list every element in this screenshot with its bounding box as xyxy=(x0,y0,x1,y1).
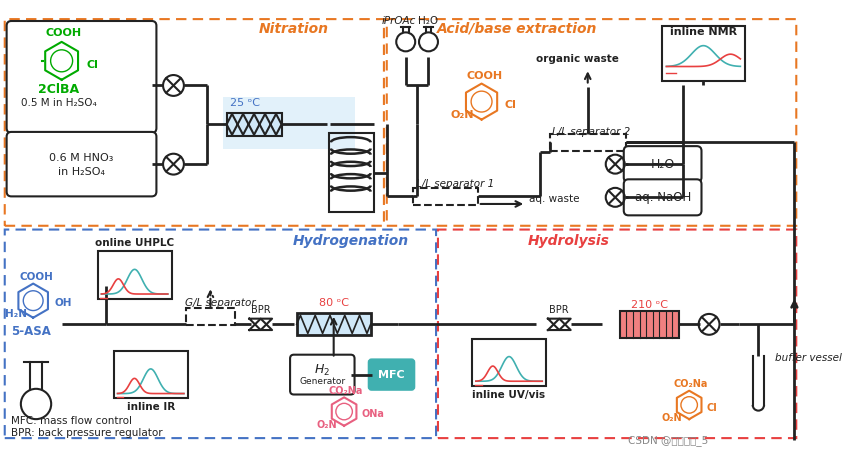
Text: Generator: Generator xyxy=(299,377,345,386)
Text: in H₂SO₄: in H₂SO₄ xyxy=(58,167,105,177)
Text: G/L separator: G/L separator xyxy=(184,298,255,308)
Text: H₂N: H₂N xyxy=(5,309,27,319)
Text: Acid/base extraction: Acid/base extraction xyxy=(436,22,596,36)
Text: MFC: MFC xyxy=(378,369,404,380)
Text: 210 ᵒC: 210 ᵒC xyxy=(630,300,667,310)
Text: O₂N: O₂N xyxy=(450,110,473,120)
Text: H₂O: H₂O xyxy=(650,157,674,171)
Bar xyxy=(226,113,281,136)
Text: inline UV/vis: inline UV/vis xyxy=(472,390,545,400)
Text: Cl: Cl xyxy=(706,403,716,413)
Text: O₂N: O₂N xyxy=(661,413,681,423)
FancyBboxPatch shape xyxy=(368,359,414,390)
FancyBboxPatch shape xyxy=(7,21,156,133)
Polygon shape xyxy=(249,319,272,330)
Bar xyxy=(186,308,235,325)
Text: ONa: ONa xyxy=(360,409,383,420)
Bar xyxy=(114,351,187,398)
FancyBboxPatch shape xyxy=(7,132,156,196)
Bar xyxy=(98,252,171,299)
Polygon shape xyxy=(547,319,570,330)
FancyBboxPatch shape xyxy=(623,146,701,182)
Text: 25 ᵒC: 25 ᵒC xyxy=(230,99,259,108)
Bar xyxy=(472,339,545,386)
Text: L/L separator 1: L/L separator 1 xyxy=(415,179,494,189)
Bar xyxy=(619,311,678,338)
Text: OH: OH xyxy=(54,297,72,308)
Text: MFC: mass flow control
BPR: back pressure regulator: MFC: mass flow control BPR: back pressur… xyxy=(11,416,163,437)
Text: 5-ASA: 5-ASA xyxy=(11,325,51,338)
Bar xyxy=(328,133,374,213)
Text: CO₂Na: CO₂Na xyxy=(673,379,707,389)
Text: 0.6 M HNO₃: 0.6 M HNO₃ xyxy=(49,153,114,163)
Text: BPR: BPR xyxy=(549,305,569,315)
Text: Cl: Cl xyxy=(504,101,516,110)
Polygon shape xyxy=(249,319,272,330)
Bar xyxy=(223,97,355,149)
FancyBboxPatch shape xyxy=(289,355,354,394)
Text: aq. waste: aq. waste xyxy=(528,194,579,204)
Polygon shape xyxy=(547,319,570,330)
Text: inline IR: inline IR xyxy=(127,402,175,412)
Text: L/L separator 2: L/L separator 2 xyxy=(551,127,630,137)
Text: aq. NaOH: aq. NaOH xyxy=(634,191,690,204)
Text: Hydrogenation: Hydrogenation xyxy=(292,234,408,248)
Bar xyxy=(413,188,477,205)
Text: COOH: COOH xyxy=(466,71,502,81)
Text: Cl: Cl xyxy=(86,60,98,70)
Text: online UHPLC: online UHPLC xyxy=(95,238,174,247)
FancyBboxPatch shape xyxy=(623,179,701,215)
Text: Nitration: Nitration xyxy=(258,22,328,36)
Text: COOH: COOH xyxy=(46,28,82,39)
Bar xyxy=(549,134,625,151)
Text: H₂O: H₂O xyxy=(418,16,438,26)
Text: buffer vessel: buffer vessel xyxy=(775,353,841,363)
Text: Hydrolysis: Hydrolysis xyxy=(528,234,609,248)
Bar xyxy=(661,26,744,81)
Text: CSDN @仰望星空_5: CSDN @仰望星空_5 xyxy=(627,436,707,447)
Text: 2ClBA: 2ClBA xyxy=(38,83,79,96)
Text: inline NMR: inline NMR xyxy=(669,28,736,37)
Text: BPR: BPR xyxy=(251,305,270,315)
Bar xyxy=(296,313,371,335)
Text: O₂N: O₂N xyxy=(316,420,337,430)
Text: $H_2$: $H_2$ xyxy=(314,363,330,378)
Text: COOH: COOH xyxy=(19,272,53,282)
Text: CO₂Na: CO₂Na xyxy=(328,386,363,396)
Text: 80 ᵒC: 80 ᵒC xyxy=(318,298,349,308)
Text: iPrOAc: iPrOAc xyxy=(381,16,416,26)
Text: 0.5 M in H₂SO₄: 0.5 M in H₂SO₄ xyxy=(21,97,96,107)
Text: organic waste: organic waste xyxy=(535,54,618,64)
